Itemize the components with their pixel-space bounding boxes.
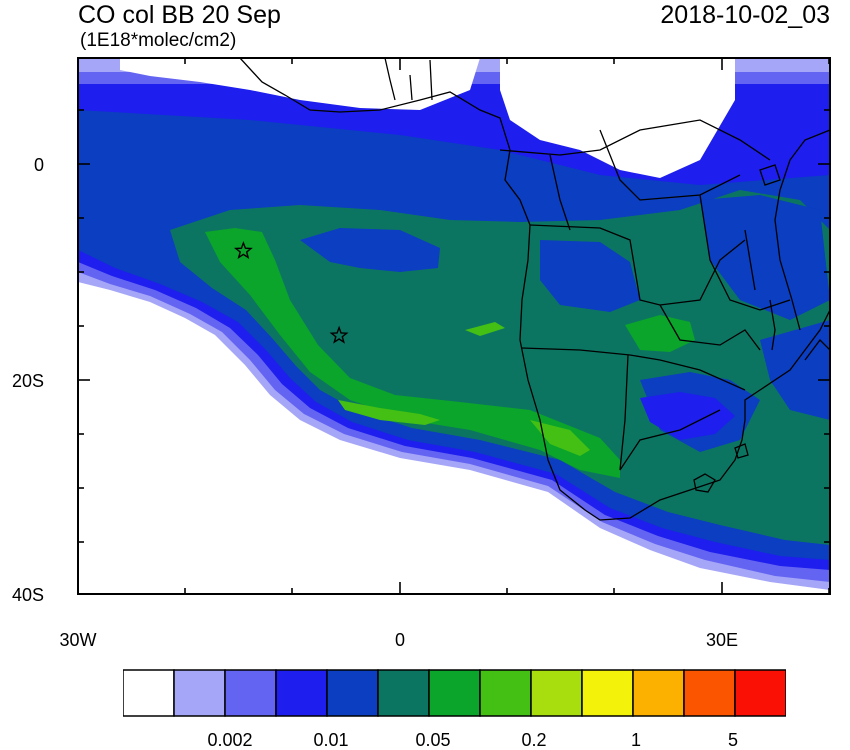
border-5 <box>549 154 571 231</box>
colorbar-label-001: 0.01 <box>313 730 349 750</box>
lat-label-20s: 20S <box>11 371 44 391</box>
low-co-region-north <box>120 58 480 110</box>
east-africa-coast <box>774 129 830 331</box>
colorbar-label-5: 5 <box>727 730 738 750</box>
star-icon <box>329 325 349 344</box>
colorbar-box <box>734 669 786 717</box>
colorbar-box <box>326 669 379 717</box>
border-3 <box>521 347 746 391</box>
colorbar-box <box>428 669 481 717</box>
colorbar-label-02: 0.2 <box>521 730 547 750</box>
colorbar-box <box>683 669 736 717</box>
site-markers <box>233 241 349 344</box>
star-icon <box>233 241 253 259</box>
co-contour-level-6 <box>205 228 620 478</box>
co-lowpatch-6 <box>760 320 830 420</box>
ghana-togo <box>384 58 433 101</box>
colorbar-box <box>581 669 634 717</box>
border-4 <box>619 354 721 471</box>
lon-label-30w: 30W <box>59 630 97 650</box>
colorbar-box <box>479 669 532 717</box>
date-label: 2018-10-02_03 <box>660 1 830 29</box>
colorbar-box <box>224 669 277 717</box>
co-contour-level-7d <box>465 322 505 336</box>
colorbar <box>123 669 786 717</box>
colorbar-box <box>123 669 175 717</box>
colorbar-box <box>530 669 583 717</box>
border-1 <box>499 119 771 161</box>
lake-victoria <box>759 164 781 186</box>
co-lowpatch-1 <box>300 228 440 272</box>
colorbar-box <box>632 669 685 717</box>
lesotho <box>693 473 716 493</box>
low-co-region-ne <box>500 58 735 178</box>
colorbar-box <box>275 669 328 717</box>
swaziland <box>734 443 749 459</box>
lon-ticks <box>77 58 830 594</box>
west-africa-coast <box>239 58 830 521</box>
co-contour-level-7 <box>338 400 440 425</box>
co-contour-level-5 <box>170 190 830 545</box>
lake-malawi <box>769 299 776 351</box>
border-8 <box>659 304 761 351</box>
colorbar-label-1: 1 <box>630 730 641 750</box>
colorbar-box <box>377 669 430 717</box>
co-contour-level-7c <box>625 315 695 352</box>
lat-label-40s: 40S <box>11 585 44 605</box>
lon-label-0: 0 <box>394 630 405 650</box>
border-7 <box>699 194 791 311</box>
co-field <box>78 58 830 594</box>
border-2 <box>529 224 746 306</box>
lon-label-30e: 30E <box>705 630 739 650</box>
colorbar-label-0002: 0.002 <box>207 730 253 750</box>
co-contour-level-7b <box>530 420 590 456</box>
colorbar-box <box>173 669 226 717</box>
coastlines <box>239 58 830 521</box>
units-label: (1E18*molec/cm2) <box>80 30 237 51</box>
lat-ticks <box>78 109 830 595</box>
co-lowpatch-2 <box>540 240 640 312</box>
co-lowpatch-3 <box>700 195 830 320</box>
colorbar-label-005: 0.05 <box>415 730 451 750</box>
lake-tanganyika <box>744 229 756 291</box>
co-lowpatch-5 <box>640 392 735 440</box>
border-6 <box>599 129 741 201</box>
lat-label-0: 0 <box>33 155 44 175</box>
madagascar <box>804 339 830 361</box>
map-title: CO col BB 20 Sep <box>78 1 281 29</box>
